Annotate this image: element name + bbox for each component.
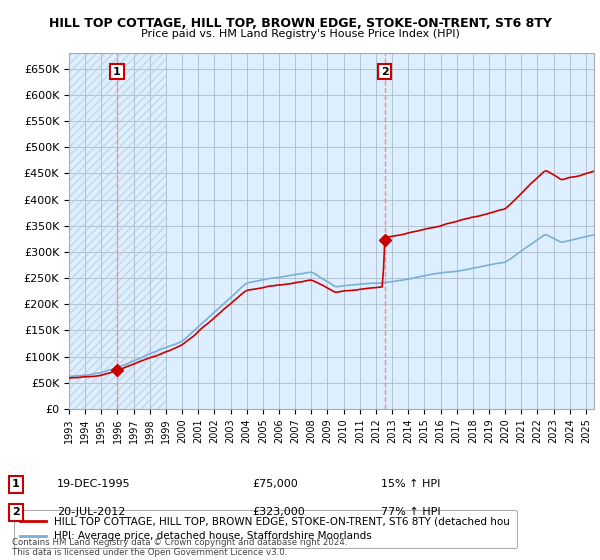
Text: 15% ↑ HPI: 15% ↑ HPI bbox=[381, 479, 440, 489]
Text: 2: 2 bbox=[381, 67, 389, 77]
Text: 20-JUL-2012: 20-JUL-2012 bbox=[57, 507, 125, 517]
Text: 2: 2 bbox=[12, 507, 20, 517]
Legend: HILL TOP COTTAGE, HILL TOP, BROWN EDGE, STOKE-ON-TRENT, ST6 8TY (detached hou, H: HILL TOP COTTAGE, HILL TOP, BROWN EDGE, … bbox=[14, 510, 517, 548]
Text: £75,000: £75,000 bbox=[252, 479, 298, 489]
Text: 1: 1 bbox=[113, 67, 121, 77]
Text: Price paid vs. HM Land Registry's House Price Index (HPI): Price paid vs. HM Land Registry's House … bbox=[140, 29, 460, 39]
Text: £323,000: £323,000 bbox=[252, 507, 305, 517]
Text: HILL TOP COTTAGE, HILL TOP, BROWN EDGE, STOKE-ON-TRENT, ST6 8TY: HILL TOP COTTAGE, HILL TOP, BROWN EDGE, … bbox=[49, 17, 551, 30]
Text: Contains HM Land Registry data © Crown copyright and database right 2024.
This d: Contains HM Land Registry data © Crown c… bbox=[12, 538, 347, 557]
Text: 1: 1 bbox=[12, 479, 20, 489]
Text: 77% ↑ HPI: 77% ↑ HPI bbox=[381, 507, 440, 517]
Text: 19-DEC-1995: 19-DEC-1995 bbox=[57, 479, 131, 489]
